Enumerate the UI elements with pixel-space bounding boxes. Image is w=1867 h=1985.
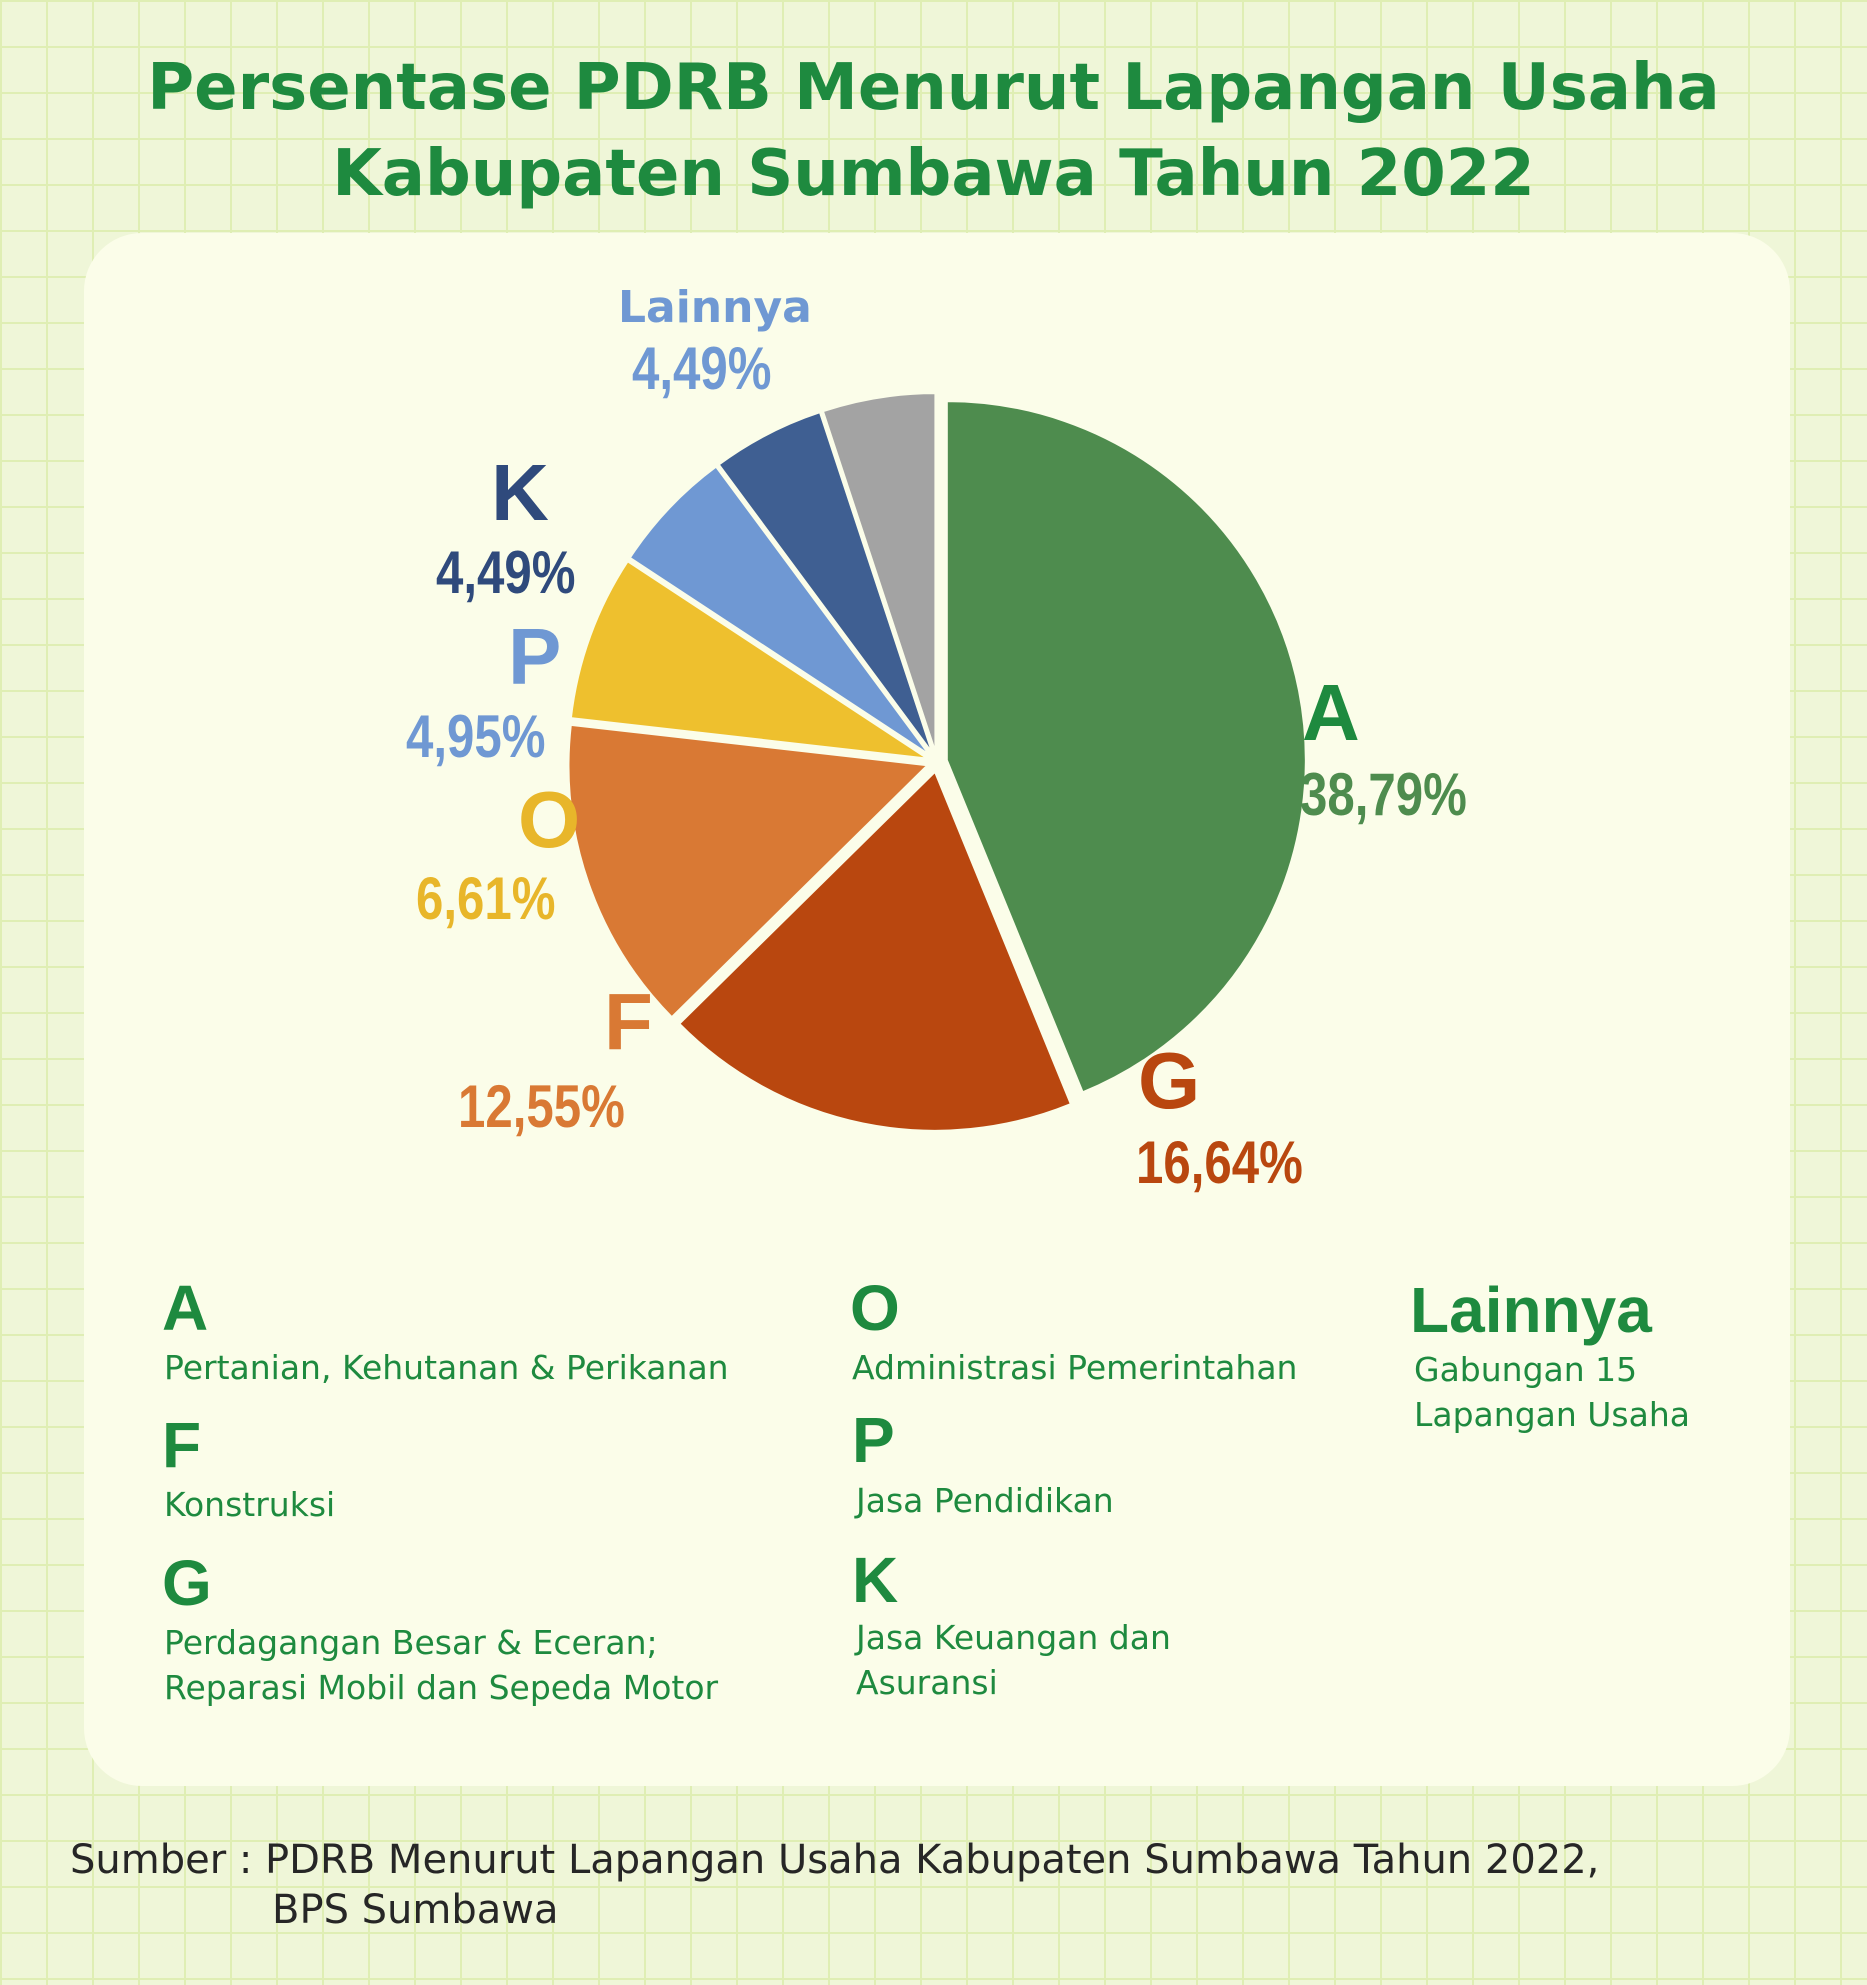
pie-label-o-code: O <box>518 775 581 864</box>
pie-slice-g <box>677 770 1073 1132</box>
legend-desc-lainnya-2: Lapangan Usaha <box>1414 1395 1690 1434</box>
pie-label-f-value: 12,55% <box>458 1073 625 1140</box>
legend-desc-g-2: Reparasi Mobil dan Sepeda Motor <box>164 1668 719 1707</box>
legend-desc-k-2: Asuransi <box>856 1663 998 1702</box>
pie-slice-a <box>945 400 1307 1094</box>
legend-code-lainnya: Lainnya <box>1410 1274 1652 1346</box>
legend-desc-a: Pertanian, Kehutanan & Perikanan <box>164 1348 729 1387</box>
legend-code-k: K <box>852 1544 899 1616</box>
source-line-2: BPS Sumbawa <box>272 1887 559 1933</box>
chart-title-line-2: Kabupaten Sumbawa Tahun 2022 <box>332 137 1535 211</box>
pie-label-k: K <box>440 448 600 538</box>
pie-label-g-value: 16,64% <box>1136 1129 1303 1196</box>
pie-label-k-code: K <box>491 448 549 537</box>
pie-label-g-code: G <box>1138 1036 1201 1125</box>
pie-label-lainnya-value: 4,49% <box>632 335 772 402</box>
pie-slice-p <box>628 465 931 756</box>
pie-slice-lainnya <box>821 392 937 753</box>
legend-desc-lainnya-1: Gabungan 15 <box>1414 1350 1638 1389</box>
legend-desc-p: Jasa Pendidikan <box>856 1481 1114 1520</box>
pie-label-o-value: 6,61% <box>416 865 556 932</box>
pie-slice-o <box>569 559 929 760</box>
pie-label-p-value: 4,95% <box>406 703 546 770</box>
pie-label-a-value: 38,79% <box>1300 761 1467 828</box>
pie-label-lainnya: Lainnya 4,49% <box>618 282 812 404</box>
chart-title-line-1: Persentase PDRB Menurut Lapangan Usaha <box>147 51 1720 125</box>
pie-label-k-value: 4,49% <box>436 539 576 606</box>
pie-label-p-code: P <box>508 612 562 701</box>
legend-code-f: F <box>162 1409 202 1481</box>
legend-code-p: P <box>852 1404 895 1476</box>
pie-label-a-code: A <box>1302 668 1360 757</box>
pie-label-f-code: F <box>604 977 653 1066</box>
source-line-1: Sumber : PDRB Menurut Lapangan Usaha Kab… <box>70 1837 1600 1883</box>
pie-label-lainnya-code: Lainnya <box>618 282 812 333</box>
legend-desc-g-1: Perdagangan Besar & Eceran; <box>164 1623 658 1662</box>
legend-desc-k-1: Jasa Keuangan dan <box>856 1618 1171 1657</box>
legend-code-a: A <box>162 1272 209 1344</box>
legend-desc-f: Konstruksi <box>164 1485 336 1524</box>
legend-code-g: G <box>162 1547 212 1619</box>
pie-slice-k <box>717 410 934 754</box>
legend-desc-o: Administrasi Pemerintahan <box>852 1348 1298 1387</box>
legend-code-o: O <box>850 1272 900 1344</box>
pie-slice-f <box>567 723 930 1019</box>
pie-chart <box>567 392 1307 1132</box>
